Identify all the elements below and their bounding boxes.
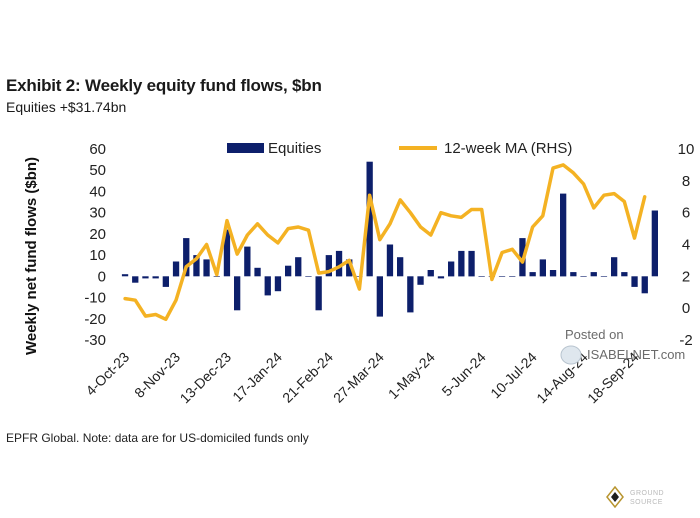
equities-bar: [458, 250, 465, 277]
y-tick-left: 0: [98, 268, 106, 285]
watermark-site: ISABELNET.com: [587, 347, 685, 362]
y-tick-right: 0: [682, 300, 690, 317]
source-note: EPFR Global. Note: data are for US-domic…: [6, 431, 309, 445]
globe-icon: [560, 345, 582, 365]
equities-bar: [234, 276, 241, 311]
diamond-logo-icon: [606, 486, 624, 508]
equities-bar: [448, 261, 455, 277]
x-axis: 4-Oct-238-Nov-2313-Dec-2317-Jan-2421-Feb…: [82, 349, 641, 407]
equities-bar: [478, 276, 485, 277]
brand-line-2: SOURCE: [630, 499, 663, 506]
ma-line: [123, 163, 647, 322]
equities-bar: [152, 276, 159, 279]
equities-bar: [631, 276, 638, 287]
x-tick-label: 10-Jul-24: [487, 349, 540, 402]
equities-bar: [295, 257, 302, 277]
y-tick-right: 4: [682, 237, 690, 254]
chart-subtitle: Equities +$31.74bn: [6, 99, 127, 115]
equities-bar: [570, 272, 577, 277]
equities-bar: [580, 276, 587, 277]
x-tick-label: 1-May-24: [385, 349, 438, 402]
x-tick-label: 21-Feb-24: [279, 349, 336, 406]
brand-line-1: GROUND: [630, 490, 664, 497]
equities-bar: [264, 276, 271, 296]
y-tick-left: 40: [89, 183, 106, 200]
y-axis-label: Weekly net fund flows ($bn): [23, 157, 40, 355]
y-tick-left: 30: [89, 205, 106, 222]
equities-bar: [641, 276, 648, 294]
equities-bar: [325, 255, 332, 277]
equities-bar: [121, 274, 129, 277]
equities-bar: [346, 259, 353, 277]
equities-bar: [172, 261, 180, 277]
x-tick-label: 13-Dec-23: [177, 349, 235, 407]
equities-bar: [213, 276, 220, 277]
equities-bar: [549, 270, 557, 277]
y-tick-left: -30: [84, 332, 106, 349]
equities-bar: [366, 161, 373, 277]
y-tick-right: 6: [682, 205, 690, 222]
equities-bar: [437, 276, 445, 279]
equities-bar: [244, 246, 251, 277]
x-tick-label: 4-Oct-23: [82, 349, 132, 399]
equities-bar: [407, 276, 414, 313]
equities-bar: [509, 276, 516, 277]
equities-bars: [121, 161, 658, 317]
y-tick-left: 10: [89, 247, 106, 264]
y-tick-right: 10: [678, 141, 695, 158]
equities-bar: [223, 229, 231, 277]
equities-bar: [376, 276, 383, 317]
equities-bar: [611, 257, 618, 277]
equities-bar: [335, 250, 343, 277]
y-tick-right: 2: [682, 268, 690, 285]
legend-label-ma: 12-week MA (RHS): [444, 140, 572, 157]
legend: Equities 12-week MA (RHS): [227, 140, 572, 157]
y-tick-left: -10: [84, 290, 106, 307]
equities-bar: [254, 267, 261, 277]
equities-bar: [600, 276, 608, 277]
watermark-posted-on: Posted on: [565, 327, 624, 342]
equities-bar: [651, 210, 658, 277]
equities-bar: [621, 272, 628, 277]
watermark: Posted on ISABELNET.com: [560, 327, 685, 365]
equities-bar: [417, 276, 424, 285]
equities-bar: [142, 276, 149, 279]
left-axis: 60 50 40 30 20 10 0 -10 -20 -30: [84, 141, 106, 349]
x-tick-label: 8-Nov-23: [131, 349, 183, 401]
x-tick-label: 17-Jan-24: [229, 349, 285, 405]
legend-label-equities: Equities: [268, 140, 321, 157]
equities-bar: [274, 276, 282, 292]
equities-bar: [427, 270, 434, 277]
equities-bar: [315, 276, 322, 311]
y-tick-left: 50: [89, 162, 106, 179]
y-tick-left: 60: [89, 141, 106, 158]
legend-swatch-equities: [227, 143, 264, 153]
y-tick-left: 20: [89, 226, 106, 243]
right-axis: 10 8 6 4 2 0 -2: [678, 141, 695, 349]
equities-bar: [386, 244, 394, 277]
equities-bar: [203, 259, 210, 277]
groundsource-logo: GROUND SOURCE: [606, 486, 664, 508]
x-tick-label: 5-Jun-24: [438, 349, 489, 400]
equities-bar: [529, 272, 536, 277]
equities-bar: [539, 259, 546, 277]
equities-bar: [397, 257, 404, 277]
equities-bar: [183, 238, 190, 277]
equities-bar: [498, 276, 506, 277]
equities-bar: [305, 276, 312, 277]
chart-title: Exhibit 2: Weekly equity fund flows, $bn: [6, 76, 322, 95]
equities-bar: [132, 276, 139, 283]
equities-bar: [193, 255, 200, 277]
equities-bar: [560, 193, 567, 277]
equities-bar: [162, 276, 169, 287]
y-tick-left: -20: [84, 311, 106, 328]
y-tick-right: 8: [682, 173, 690, 190]
equities-bar: [468, 250, 475, 277]
x-tick-label: 27-Mar-24: [330, 349, 387, 406]
equities-bar: [590, 272, 597, 277]
y-tick-right: -2: [679, 332, 692, 349]
equities-bar: [285, 265, 292, 277]
